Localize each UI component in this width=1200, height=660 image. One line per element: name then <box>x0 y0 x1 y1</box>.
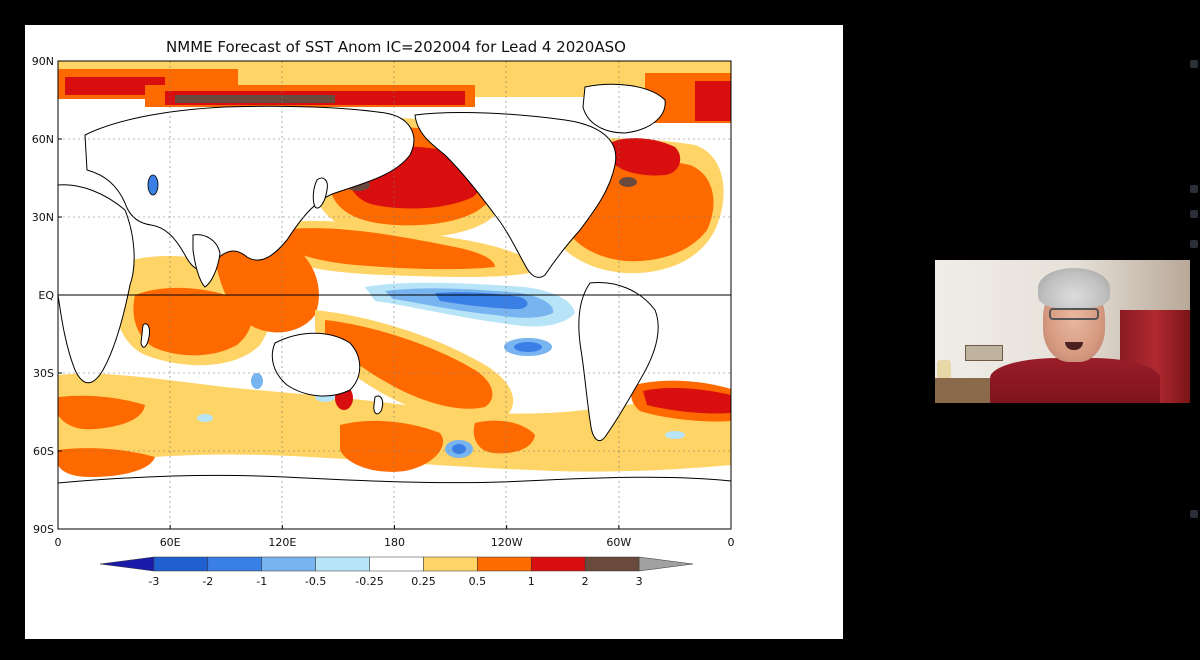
colorbar-label: -3 <box>148 575 159 588</box>
x-tick-label: 180 <box>384 536 405 549</box>
x-tick-label: 120W <box>491 536 523 549</box>
continents <box>57 83 732 530</box>
colorbar-label: 3 <box>636 575 643 588</box>
video-shelf <box>935 378 995 403</box>
colorbar-swatch <box>584 556 640 572</box>
colorbar-label: 2 <box>582 575 589 588</box>
participant-hair <box>1038 268 1110 308</box>
y-tick-label: EQ <box>38 289 54 302</box>
colorbar-label: -1 <box>256 575 267 588</box>
sst-anomaly-map: NMME Forecast of SST Anom IC=202004 for … <box>32 38 735 588</box>
y-tick-label: 90N <box>32 55 54 68</box>
video-lamp <box>937 360 951 380</box>
participant-video-tile[interactable] <box>935 260 1190 403</box>
colorbar-swatch <box>207 556 262 572</box>
colorbar-label: -2 <box>202 575 213 588</box>
colorbar-label: 1 <box>528 575 535 588</box>
colorbar-swatch <box>638 556 694 572</box>
y-tick-label: 90S <box>33 523 54 536</box>
colorbar-swatch <box>423 556 478 572</box>
map-gridlines <box>58 61 731 529</box>
sidebar-icon[interactable] <box>1190 60 1198 68</box>
y-tick-label: 30S <box>33 367 54 380</box>
colorbar-label: 0.5 <box>469 575 487 588</box>
caspian-sea <box>147 174 159 196</box>
colorbar-label: 0.25 <box>411 575 436 588</box>
video-wall-picture <box>965 345 1003 361</box>
x-axis-ticks: 0 60E 120E 180 120W 60W 0 <box>55 525 735 549</box>
colorbar-swatch <box>315 556 370 572</box>
colorbar-swatch <box>99 556 155 572</box>
participant-shirt <box>990 358 1160 403</box>
sidebar-icon[interactable] <box>1190 185 1198 193</box>
y-tick-label: 60S <box>33 445 54 458</box>
y-axis-ticks: 90N 60N 30N EQ 30S 60S 90S <box>32 55 62 536</box>
map-area <box>57 60 732 530</box>
sidebar-icon[interactable] <box>1190 210 1198 218</box>
colorbar: -3 -2 -1 -0.5 -0.25 0.25 0.5 1 2 3 <box>99 556 694 588</box>
participant-mouth <box>1065 342 1083 350</box>
sidebar-icon[interactable] <box>1190 240 1198 248</box>
x-tick-label: 120E <box>268 536 296 549</box>
participant-glasses <box>1049 308 1099 320</box>
colorbar-swatch <box>531 556 586 572</box>
colorbar-swatch <box>153 556 209 572</box>
x-tick-label: 0 <box>728 536 735 549</box>
colorbar-label: -0.25 <box>355 575 383 588</box>
y-tick-label: 60N <box>32 133 54 146</box>
map-title: NMME Forecast of SST Anom IC=202004 for … <box>166 38 626 56</box>
colorbar-swatch <box>477 556 532 572</box>
sidebar-icon[interactable] <box>1190 510 1198 518</box>
presentation-slide: NMME Forecast of SST Anom IC=202004 for … <box>25 25 843 639</box>
x-tick-label: 0 <box>55 536 62 549</box>
colorbar-label: -0.5 <box>305 575 326 588</box>
x-tick-label: 60E <box>160 536 181 549</box>
y-tick-label: 30N <box>32 211 54 224</box>
colorbar-swatch <box>369 556 424 572</box>
x-tick-label: 60W <box>606 536 631 549</box>
colorbar-swatch <box>261 556 316 572</box>
